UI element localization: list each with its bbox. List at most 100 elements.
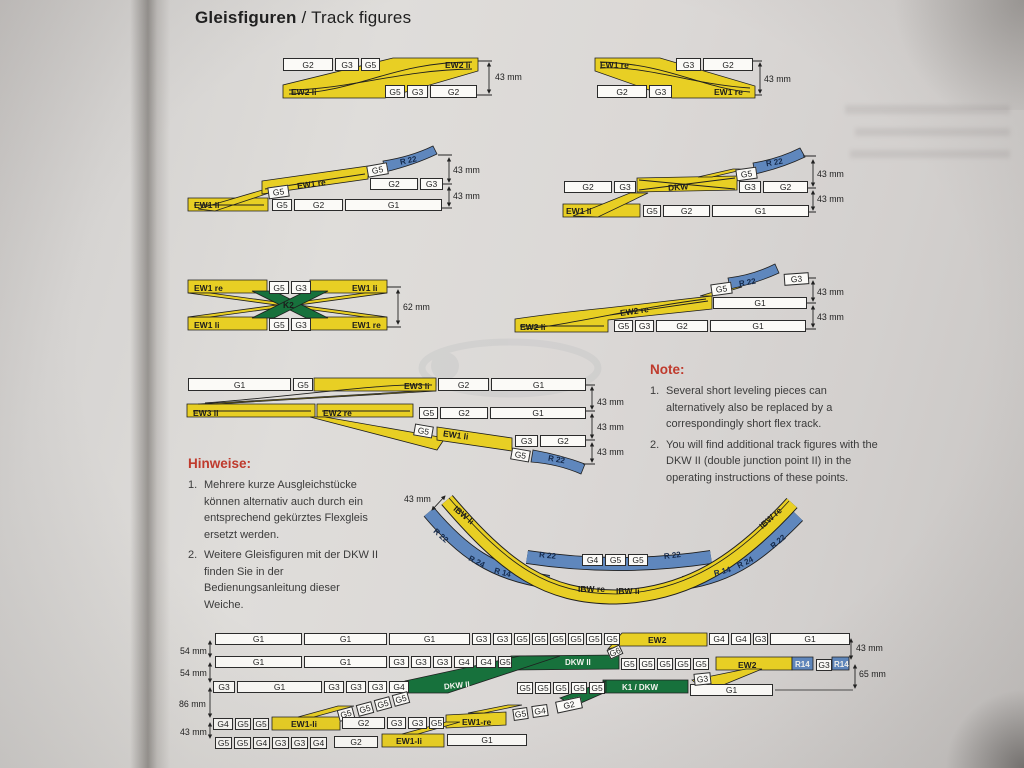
- track-segment-label: G1: [712, 205, 809, 217]
- track-segment-label: R 22: [738, 276, 757, 289]
- dimension-label: 65 mm: [859, 669, 886, 679]
- track-segment-label: EW1 li: [352, 283, 378, 293]
- track-segment-label: G5: [568, 633, 584, 645]
- dimension-label: 43 mm: [597, 422, 624, 432]
- track-segment-label: G3: [753, 633, 768, 645]
- track-segment-label: G5: [510, 447, 531, 463]
- dimension-arrow: [431, 495, 446, 511]
- dimension-arrow: [583, 384, 595, 465]
- track-segment-label: G1: [447, 734, 527, 746]
- track-segment-label: EW1 li: [442, 428, 470, 442]
- track-segment-label: R 24: [467, 553, 487, 570]
- track-segment-label: G4: [531, 703, 549, 719]
- track-segment-label: G4: [476, 656, 496, 668]
- track-segment-label: G5: [550, 633, 566, 645]
- track-segment-label: G3: [693, 672, 712, 686]
- track-segment-label: G5: [361, 58, 380, 71]
- track-segment-label: G2: [334, 736, 378, 748]
- track-segment-label: G2: [555, 696, 583, 714]
- dimension-arrow: [753, 60, 763, 96]
- track-segment-label: EW2 li: [291, 87, 317, 97]
- track-segment-label: G3: [335, 58, 359, 71]
- turnout-branch: [572, 192, 649, 218]
- track-segment-label: G2: [564, 181, 612, 193]
- rail-line: [448, 497, 790, 595]
- turnout-band: [594, 57, 756, 99]
- dimension-label: 62 mm: [403, 302, 430, 312]
- track-segment-label: G5: [373, 696, 393, 712]
- track-segment-label: R 22: [547, 453, 566, 466]
- note-item: 2. Weitere Gleisfiguren mit der DKW II fi…: [188, 549, 379, 611]
- track-segment-label: G2: [440, 407, 488, 419]
- turnout-band: [271, 716, 341, 731]
- note-item: 2. You will find additional track figures…: [650, 438, 878, 484]
- track-segment-label: G5: [385, 85, 405, 98]
- track-segment-label: G5: [269, 281, 289, 294]
- watermark: [418, 338, 602, 398]
- track-segment-label: G5: [735, 166, 758, 182]
- track-segment-label: G3: [324, 681, 344, 693]
- track-segment-label: G5: [253, 718, 269, 730]
- dimension-label: 54 mm: [180, 668, 207, 678]
- track-segment-label: G5: [267, 184, 290, 200]
- dimension-label: 43 mm: [180, 727, 207, 737]
- note-item: 1. Several short leveling pieces can alte…: [650, 385, 833, 430]
- track-segment-label: EW1 re: [194, 283, 223, 293]
- track-segment-label: EW1 re: [714, 87, 743, 97]
- rail-line: [599, 67, 751, 89]
- track-segment-label: G1: [710, 320, 806, 332]
- dimension-label: 43 mm: [453, 165, 480, 175]
- note-block: Note: 1. Several short leveling pieces ca…: [650, 362, 878, 490]
- rail-line: [599, 61, 751, 93]
- track-segment-label: G5: [628, 554, 648, 566]
- track-segment-label: G1: [690, 684, 773, 696]
- track-segment-label: G1: [237, 681, 322, 693]
- track-segment-label: G4: [213, 718, 233, 730]
- track-segment-label: R14: [834, 660, 849, 669]
- track-segment-label: G3: [433, 656, 452, 668]
- track-segment-label: EW1 li: [194, 200, 220, 210]
- figure-ew3-ladder: [186, 377, 595, 475]
- title-english: Track figures: [311, 8, 412, 27]
- track-segment-label: G3: [389, 656, 409, 668]
- dimension-label: 43 mm: [817, 194, 844, 204]
- track-segment-label: R 22: [538, 550, 557, 561]
- track-segment-label: G2: [540, 435, 586, 447]
- curve-track: [791, 656, 850, 671]
- track-segment-label: G3: [408, 717, 427, 729]
- title-german: Gleisfiguren: [195, 8, 297, 27]
- track-segment-label: G1: [215, 633, 302, 645]
- hinweise-list: 1. Mehrere kurze Ausgleichstücke können a…: [188, 477, 380, 613]
- track-segment-label: G1: [215, 656, 302, 668]
- track-segment-label: G1: [389, 633, 470, 645]
- track-segment-label: G2: [656, 320, 708, 332]
- track-segment-label: G2: [703, 58, 753, 71]
- dimension-label: 54 mm: [180, 646, 207, 656]
- track-segment-label: G4: [253, 737, 270, 749]
- track-segment-label: G3: [676, 58, 701, 71]
- track-segment-label: G3: [816, 659, 832, 671]
- track-segment-label: G5: [498, 656, 512, 668]
- track-segment-label: G3: [614, 181, 636, 193]
- track-segment-label: G5: [657, 658, 673, 670]
- track-segment-label: G3: [649, 85, 672, 98]
- dimension-label: 43 mm: [856, 643, 883, 653]
- track-segment-label: EW3 li: [193, 408, 219, 418]
- track-segment-label: EW1 re: [600, 60, 629, 70]
- track-segment-label: G2: [597, 85, 647, 98]
- dimension-label: 43 mm: [764, 74, 791, 84]
- track-segment-label: EW1-re: [462, 717, 492, 727]
- track-segment-label: G5: [639, 658, 655, 670]
- track-segment-label: G5: [355, 701, 375, 717]
- track-segment-label: G5: [514, 633, 530, 645]
- track-segment-label: EW2 re: [323, 408, 352, 418]
- track-segment-label: G4: [582, 554, 603, 566]
- dimension-label: 43 mm: [453, 191, 480, 201]
- track-segment-label: R 22: [431, 526, 451, 545]
- note-heading: Note:: [650, 362, 685, 377]
- track-segment-label: G2: [370, 178, 418, 190]
- track-segment-label: EW2 li: [445, 60, 471, 70]
- track-segment-label: G2: [438, 378, 489, 391]
- track-segment-label: G2: [342, 717, 385, 729]
